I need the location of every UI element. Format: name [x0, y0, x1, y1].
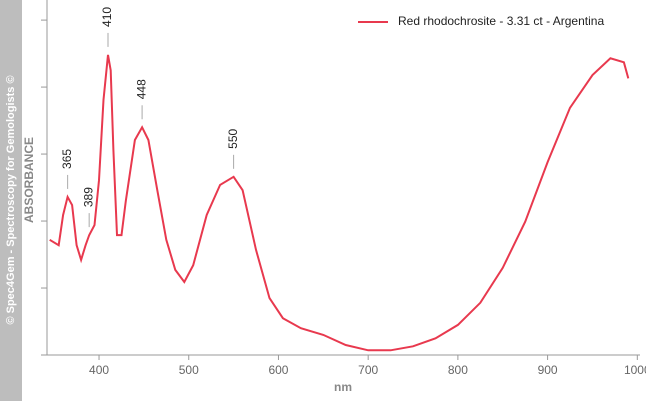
x-tick-label: 400: [89, 363, 109, 377]
legend-label: Red rhodochrosite - 3.31 ct - Argentina: [398, 14, 604, 28]
y-axis-label: ABSORBANCE: [22, 137, 36, 223]
x-tick-label: 900: [538, 363, 558, 377]
peak-label: 410: [100, 7, 114, 27]
peak-label: 389: [81, 187, 95, 207]
x-tick-label: 700: [358, 363, 378, 377]
x-tick-label: 600: [268, 363, 288, 377]
peak-label: 550: [226, 128, 240, 148]
x-tick-label: 500: [179, 363, 199, 377]
peak-label: 365: [60, 149, 74, 169]
peak-label: 448: [134, 79, 148, 99]
x-axis-label: nm: [334, 380, 352, 394]
spectrum-line: [49, 54, 630, 352]
x-tick-label: 1000: [624, 363, 646, 377]
sidebar: [0, 0, 22, 401]
watermark: © Spec4Gem - Spectroscopy for Gemologist…: [5, 75, 17, 324]
x-tick-label: 800: [448, 363, 468, 377]
